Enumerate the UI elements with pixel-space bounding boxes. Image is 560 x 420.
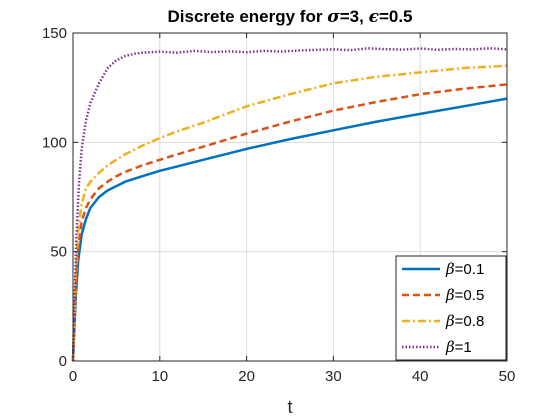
x-tick-label: 10 <box>151 368 168 385</box>
x-tick-label: 40 <box>412 368 429 385</box>
legend: β=0.1 β=0.5 β=0.8 β=1 <box>395 255 507 361</box>
plot-lines <box>71 47 508 362</box>
legend-box <box>395 255 507 361</box>
legend-label: β=0.1 <box>445 260 484 278</box>
legend-label: β=0.5 <box>445 286 484 304</box>
y-tick-label: 150 <box>42 25 67 42</box>
x-tick-label: 50 <box>499 368 516 385</box>
tick-labels: 0 10 20 30 40 50 0 50 100 150 <box>42 25 515 385</box>
y-tick-label: 0 <box>59 353 67 370</box>
x-axis-label: t <box>287 397 292 417</box>
x-tick-label: 0 <box>69 368 77 385</box>
series-line-4 <box>71 47 508 362</box>
legend-item: β=1 <box>402 338 472 356</box>
legend-label: β=1 <box>445 338 472 356</box>
y-tick-label: 50 <box>50 244 67 261</box>
x-tick-label: 30 <box>325 368 342 385</box>
series-line-2 <box>71 83 508 362</box>
series-line-1 <box>71 97 508 362</box>
legend-item: β=0.5 <box>402 286 484 304</box>
legend-item: β=0.8 <box>402 312 484 330</box>
legend-label: β=0.8 <box>445 312 484 330</box>
axes-box <box>72 32 508 362</box>
series-line-3 <box>71 64 508 362</box>
y-tick-label: 100 <box>42 134 67 151</box>
legend-item: β=0.1 <box>402 260 484 278</box>
x-tick-label: 20 <box>238 368 255 385</box>
chart-title: Discrete energy for σ=3, ϵ=0.5 <box>168 7 413 27</box>
